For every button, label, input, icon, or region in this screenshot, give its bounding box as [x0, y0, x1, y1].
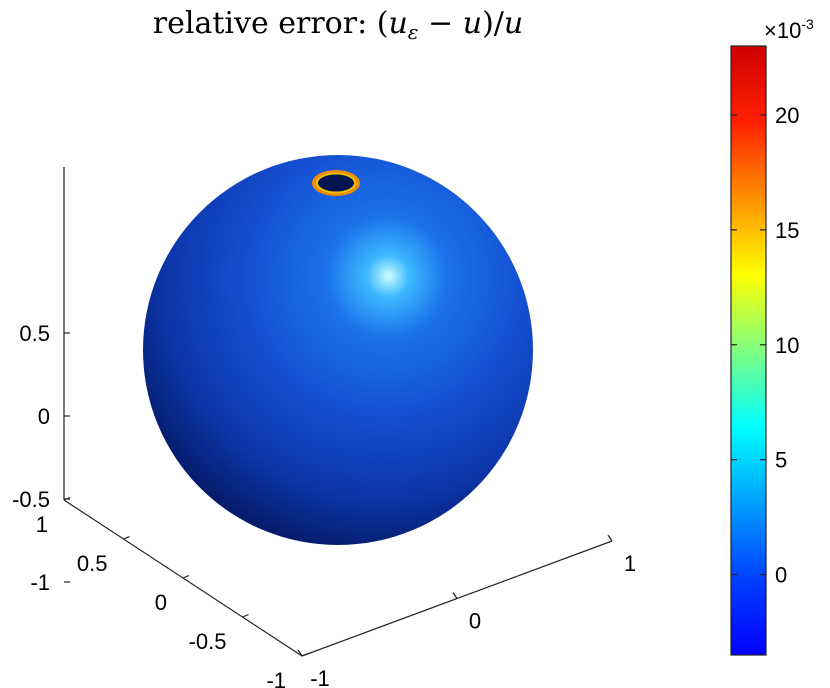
colorbar-tick-label: 15 [775, 218, 799, 243]
y-axis-ticks: -1 -0.5 0 0.5 1 [36, 496, 309, 688]
colorbar-gradient [730, 45, 767, 656]
colorbar-exponent: ×10-3 [764, 16, 814, 43]
y-tick-mark [242, 613, 249, 618]
north-pole-hole [318, 174, 354, 192]
z-tick-label: -1 [30, 570, 50, 595]
z-tick-label: 0 [38, 404, 50, 429]
y-tick-label: -0.5 [189, 629, 227, 654]
x-tick-mark [297, 649, 303, 657]
y-tick-label: 1 [36, 512, 48, 537]
colorbar: 0 5 10 15 20 ×10-3 [730, 16, 814, 656]
sphere-surface [143, 155, 533, 545]
colorbar-tick-label: 0 [775, 563, 787, 588]
colorbar-tick-label: 10 [775, 333, 799, 358]
y-tick-mark [123, 535, 130, 540]
x-tick-label: 0 [469, 609, 481, 634]
colorbar-ticks: 0 5 10 15 20 [731, 103, 799, 588]
z-tick-label: 0.5 [19, 321, 50, 346]
y-tick-label: 0 [155, 590, 167, 615]
x-tick-mark [452, 592, 458, 599]
z-tick-label: -0.5 [12, 487, 50, 512]
chart-title: relative error: (uε − u)/u [153, 6, 523, 44]
y-tick-label: 0.5 [77, 551, 108, 576]
y-tick-mark [63, 496, 71, 501]
sphere-body [143, 155, 533, 545]
y-tick-mark [301, 652, 309, 657]
colorbar-tick-label: 5 [775, 448, 787, 473]
x-tick-label: -1 [310, 666, 330, 688]
colorbar-tick-label: 20 [775, 103, 799, 128]
y-tick-label: -1 [266, 668, 286, 688]
x-tick-mark [607, 534, 613, 542]
y-tick-mark [182, 574, 190, 579]
z-axis-ticks: -1 -0.5 0 0.5 [12, 321, 70, 595]
x-axis-ticks: -1 0 1 [297, 534, 636, 688]
x-tick-label: 1 [624, 551, 636, 576]
